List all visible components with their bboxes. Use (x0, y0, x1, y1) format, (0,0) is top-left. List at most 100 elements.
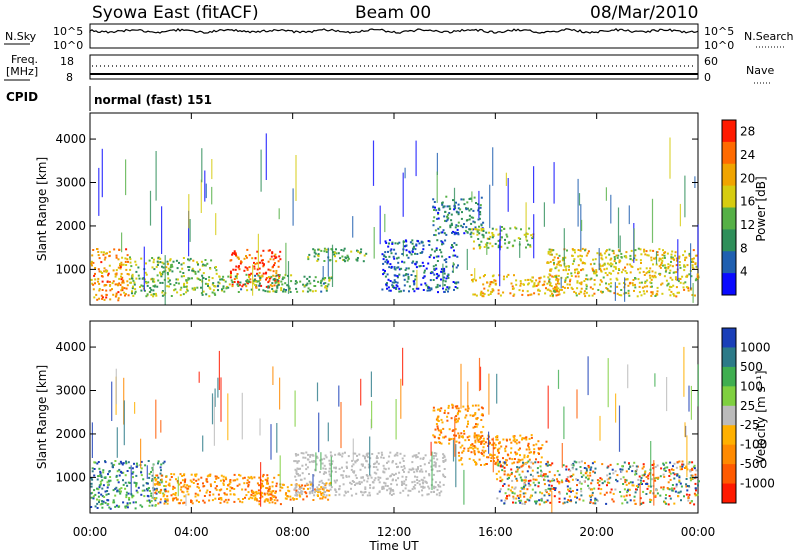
velocity-echo-cell (320, 492, 323, 495)
power-echo-cell (472, 293, 475, 296)
velocity-echo-cell (467, 439, 470, 441)
velocity-echo-cell (224, 476, 227, 479)
velocity-echo-cell (253, 476, 256, 479)
power-echo-cell (527, 243, 530, 246)
velocity-echo-cell (510, 441, 513, 444)
velocity-echo-cell (482, 425, 485, 428)
power-echo-cell (537, 282, 540, 285)
power-echo-cell (173, 284, 176, 287)
power-echo-cell (625, 272, 628, 274)
velocity-echo-cell (318, 488, 321, 491)
velocity-echo-cell (562, 464, 565, 467)
velocity-echo-cell (528, 484, 531, 487)
velocity-echo-cell (229, 493, 232, 496)
velocity-echo-cell (124, 474, 127, 477)
power-echo-cell (101, 289, 104, 291)
velocity-echo-cell (219, 479, 222, 482)
velocity-echo-cell (545, 489, 548, 492)
nsearch-tick-top: 10^5 (704, 25, 734, 38)
velocity-echo-cell (169, 478, 172, 481)
velocity-echo-cell (601, 482, 604, 485)
power-echo-cell (163, 270, 165, 273)
power-echo-cell (686, 264, 689, 267)
velocity-echo-cell (694, 473, 697, 476)
velocity-echo-cell (580, 490, 583, 493)
power-echo-cell (187, 277, 190, 280)
velocity-echo-cell (244, 496, 246, 499)
power-echo-cell (482, 292, 485, 295)
power-echo-cell (451, 244, 453, 246)
power-echo-cell (125, 268, 128, 271)
power-echo-cell (519, 282, 522, 285)
power-echo-cell (204, 264, 207, 267)
power-echo-cell (149, 290, 152, 293)
velocity-echo-cell (300, 487, 303, 490)
velocity-echo-cell (382, 464, 385, 467)
velocity-echo-cell (289, 495, 292, 498)
velocity-echo-cell (632, 484, 635, 487)
velocity-echo-cell (506, 495, 508, 498)
power-echo-cell (423, 269, 426, 272)
velocity-echo-cell (342, 483, 345, 486)
power-echo-cell (677, 277, 680, 280)
velocity-echo-cell (174, 493, 177, 496)
velocity-echo-cell (433, 461, 436, 464)
power-echo-cell (204, 282, 207, 285)
power-echo-cell (505, 233, 508, 236)
power-echo-cell (345, 257, 348, 260)
velocity-colorbar-tick: -100 (740, 438, 767, 452)
velocity-echo-cell (594, 499, 596, 502)
power-echo-cell (553, 289, 555, 292)
power-echo-cell (643, 250, 646, 253)
velocity-echo-cell (375, 460, 378, 463)
velocity-echo-cell (519, 434, 522, 437)
velocity-echo-cell (98, 499, 101, 502)
power-colorbar-swatch (722, 251, 736, 274)
power-echo-cell (360, 248, 363, 251)
velocity-noise-streak (599, 415, 601, 441)
power-echo-cell (396, 257, 398, 260)
power-echo-cell (494, 282, 497, 285)
power-echo-cell (334, 251, 337, 254)
power-echo-cell (600, 280, 603, 283)
power-echo-cell (177, 282, 180, 285)
power-echo-cell (335, 260, 338, 263)
velocity-echo-cell (182, 502, 185, 505)
velocity-echo-cell (621, 465, 624, 468)
velocity-echo-cell (537, 475, 540, 478)
velocity-ytick-label: 2000 (55, 427, 86, 441)
power-echo-cell (450, 219, 453, 222)
power-echo-cell (450, 246, 453, 249)
velocity-echo-cell (436, 416, 439, 419)
velocity-echo-cell (324, 486, 327, 489)
velocity-echo-cell (189, 479, 192, 482)
velocity-echo-cell (591, 491, 594, 494)
velocity-echo-cell (458, 454, 461, 457)
velocity-echo-cell (161, 480, 164, 483)
velocity-echo-cell (535, 502, 538, 505)
velocity-echo-cell (594, 502, 597, 505)
velocity-echo-cell (671, 484, 674, 486)
velocity-echo-cell (503, 502, 506, 505)
power-echo-cell (567, 265, 570, 267)
velocity-echo-cell (143, 495, 146, 498)
power-echo-cell (153, 268, 156, 271)
power-echo-cell (259, 278, 262, 281)
velocity-noise-streak (316, 382, 319, 402)
velocity-echo-cell (515, 453, 518, 456)
velocity-echo-cell (417, 466, 419, 469)
velocity-echo-cell (414, 454, 417, 457)
velocity-echo-cell (271, 481, 274, 484)
velocity-echo-cell (434, 441, 437, 444)
power-echo-cell (413, 283, 416, 286)
velocity-echo-cell (119, 492, 122, 495)
velocity-echo-cell (471, 414, 474, 417)
velocity-echo-cell (202, 485, 205, 488)
velocity-echo-cell (140, 471, 143, 474)
power-echo-cell (666, 284, 669, 287)
velocity-echo-cell (266, 498, 269, 501)
velocity-echo-cell (497, 450, 500, 453)
velocity-echo-cell (312, 460, 315, 463)
velocity-echo-cell (590, 482, 593, 485)
power-echo-cell (393, 267, 396, 270)
